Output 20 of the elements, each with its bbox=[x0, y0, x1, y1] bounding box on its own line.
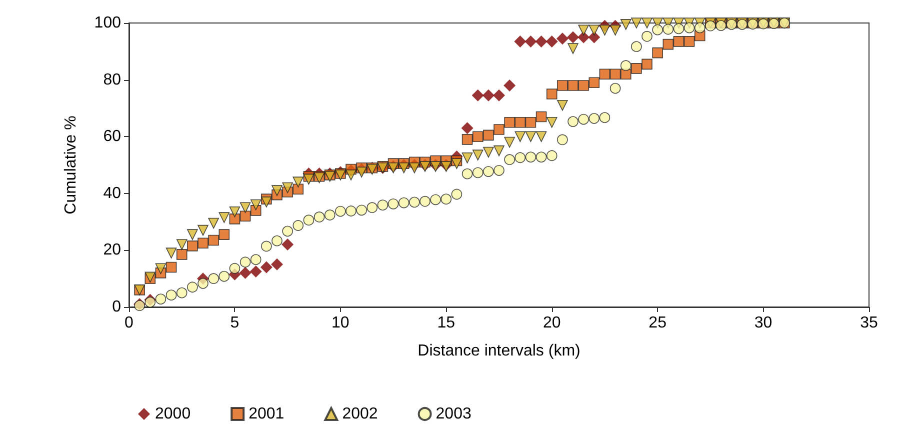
x-axis-title: Distance intervals (km) bbox=[418, 342, 580, 360]
x-tick-label: 10 bbox=[332, 314, 350, 332]
x-tick-label: 25 bbox=[648, 314, 667, 332]
x-tick-label: 0 bbox=[124, 314, 134, 332]
legend-label: 2000 bbox=[155, 406, 191, 422]
y-tick-label: 0 bbox=[112, 298, 122, 316]
y-tick-label: 20 bbox=[103, 242, 122, 259]
y-axis-title: Cumulative % bbox=[62, 116, 80, 214]
x-tick-label: 15 bbox=[437, 314, 456, 332]
y-tick-label: 60 bbox=[103, 128, 122, 146]
x-tick-label: 5 bbox=[230, 314, 240, 332]
x-tick-label: 35 bbox=[860, 314, 878, 332]
x-tick-label: 30 bbox=[754, 314, 772, 332]
x-tick-label: 20 bbox=[542, 314, 561, 332]
y-tick-label: 40 bbox=[103, 184, 122, 202]
y-tick-label: 80 bbox=[103, 71, 122, 88]
legend-label: 2001 bbox=[248, 406, 284, 422]
legend-label: 2003 bbox=[436, 406, 472, 422]
y-tick-label: 100 bbox=[94, 14, 122, 32]
legend-label: 2002 bbox=[342, 406, 378, 422]
